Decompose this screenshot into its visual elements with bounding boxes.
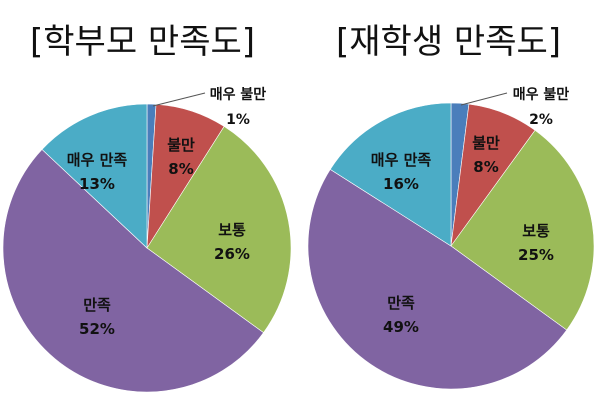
slice-percent: 26%	[214, 245, 250, 263]
slice-label-external: 매우 불만	[513, 87, 570, 103]
slice-label: 불만	[472, 134, 500, 152]
slice-percent: 8%	[473, 158, 498, 176]
pie-slice-4	[41, 103, 148, 249]
slice-label: 매우 만족	[371, 151, 432, 169]
pie-chart-students: 불만 8% 보통 25% 만족 49% 매우 만족 16% 매우 불만 2%	[307, 87, 595, 390]
slice-label: 만족	[83, 296, 111, 314]
slice-label: 매우 만족	[67, 151, 128, 169]
pie-slice-2	[450, 129, 595, 331]
leader-line	[152, 92, 206, 107]
pie-slice-2	[146, 126, 292, 334]
pie-slice-4	[329, 102, 452, 247]
pie-chart-parents: 불만 8% 보통 26% 만족 52% 매우 만족 13% 매우 불만 1%	[2, 87, 292, 393]
slice-label: 보통	[522, 222, 550, 240]
pie-slice-3	[2, 149, 264, 393]
chart-title-parents: [학부모 만족도]	[30, 22, 256, 62]
slice-percent: 52%	[79, 320, 115, 338]
slice-percent: 25%	[518, 246, 554, 264]
slice-label: 불만	[167, 136, 195, 154]
slice-label-external: 매우 불만	[210, 87, 267, 103]
pie-slice-3	[307, 168, 568, 390]
slice-percent: 16%	[383, 175, 419, 193]
slice-percent: 8%	[168, 160, 193, 178]
leader-line	[460, 92, 508, 106]
slice-percent-external: 2%	[529, 112, 553, 128]
slice-label: 보통	[218, 221, 246, 239]
chart-title-students: [재학생 만족도]	[336, 22, 562, 62]
slice-percent: 49%	[383, 318, 419, 336]
slice-percent-external: 1%	[226, 112, 250, 128]
slice-percent: 13%	[79, 175, 115, 193]
slice-label: 만족	[387, 294, 415, 312]
